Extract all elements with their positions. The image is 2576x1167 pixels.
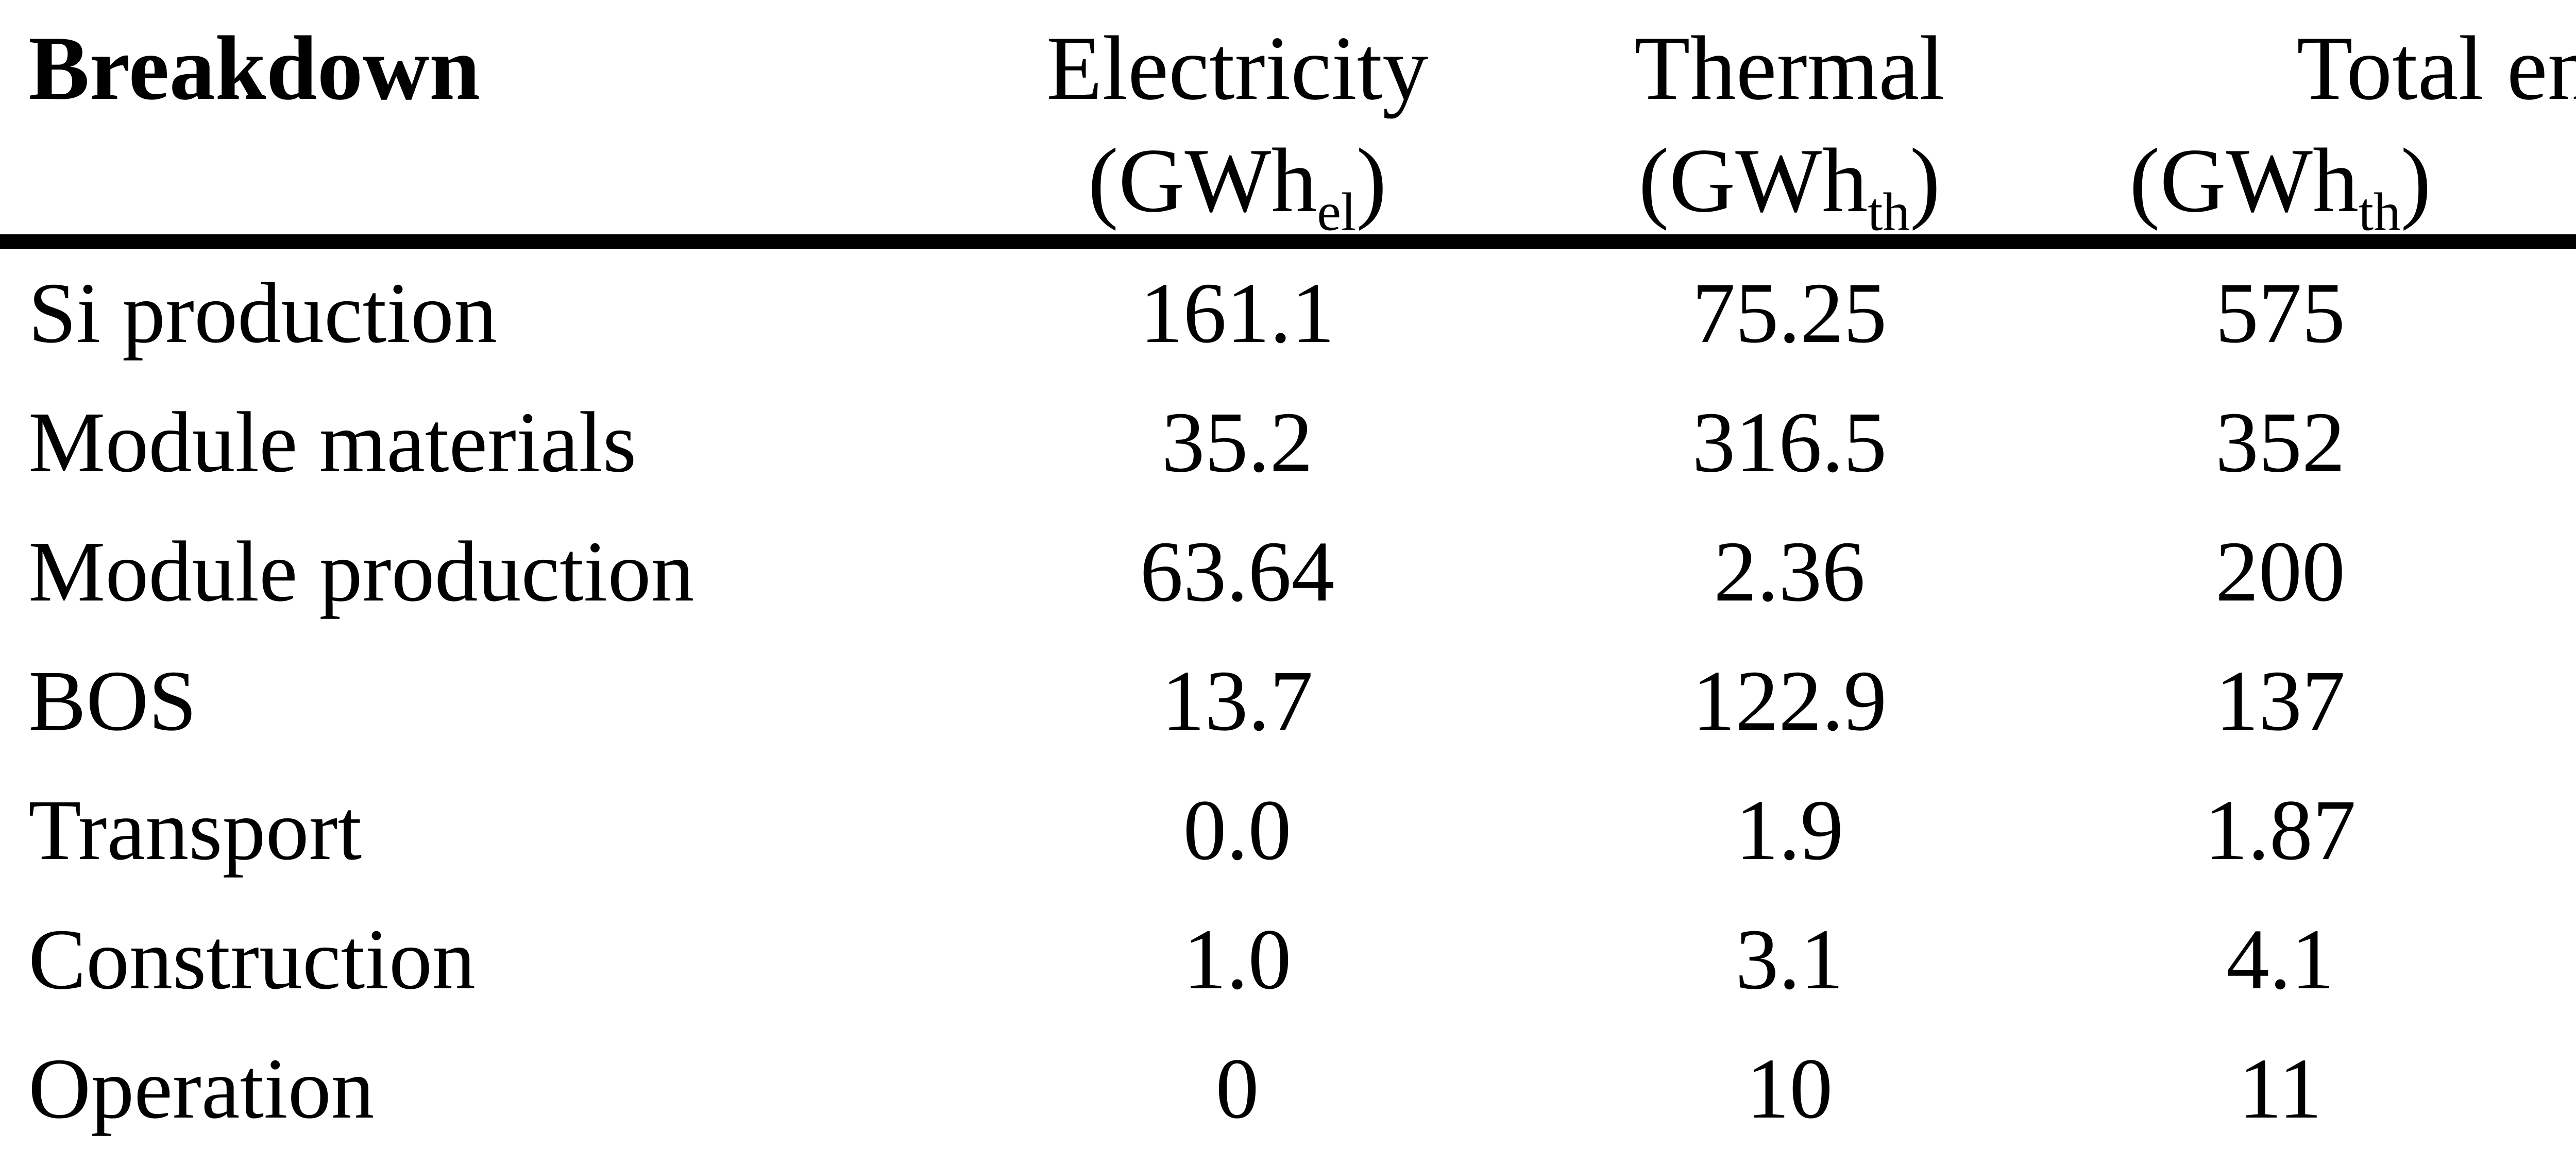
cell-total-energy-percent: 10.7% bbox=[2515, 637, 2576, 766]
cell-electricity: 35.2 bbox=[1161, 394, 1313, 490]
cell-breakdown: Module production bbox=[28, 524, 694, 620]
cell-total-energy: 4.1 bbox=[2226, 912, 2334, 1007]
column-header-thermal: Thermal bbox=[1634, 17, 1945, 119]
unit-text: ) bbox=[1909, 129, 1941, 231]
unit-text: (GWh bbox=[1638, 129, 1868, 231]
table-row: Module materials 35.2 316.5 352 27.5% 13… bbox=[0, 378, 2576, 507]
unit-text: (GWh bbox=[2129, 129, 2359, 231]
cell-electricity: 63.64 bbox=[1140, 524, 1335, 620]
cell-total-energy: 1.87 bbox=[2204, 782, 2356, 878]
unit-total-energy: (GWhth) bbox=[2045, 126, 2516, 249]
cell-electricity: 1.0 bbox=[1183, 912, 1292, 1007]
table-body: Si production 161.1 75.25 575 44.9% 186.… bbox=[0, 242, 2576, 1154]
unit-subscript: th bbox=[2358, 181, 2401, 242]
cell-electricity: 13.7 bbox=[1161, 653, 1313, 749]
column-header-total-energy: Total energy bbox=[2296, 17, 2576, 119]
cell-total-energy-percent: 0.9% bbox=[2515, 1024, 2576, 1154]
table-row: Transport 0.0 1.9 1.87 0.1% 0.5 0.1% bbox=[0, 766, 2576, 895]
cell-total-energy-percent: 44.9% bbox=[2515, 242, 2576, 378]
cell-thermal: 316.5 bbox=[1692, 394, 1887, 490]
cell-total-energy: 352 bbox=[2215, 394, 2345, 490]
table-row: Construction 1.0 3.1 4.1 0.3% 2.0 0.5% bbox=[0, 895, 2576, 1024]
unit-text: (GWh bbox=[1088, 129, 1317, 231]
table-row: Si production 161.1 75.25 575 44.9% 186.… bbox=[0, 242, 2576, 378]
cell-total-energy: 11 bbox=[2239, 1041, 2322, 1137]
cell-breakdown: Transport bbox=[28, 782, 362, 878]
unit-subscript: th bbox=[1868, 181, 1910, 242]
cell-thermal: 1.9 bbox=[1735, 782, 1844, 878]
cell-total-energy-percent: 0.1% bbox=[2515, 766, 2576, 895]
cell-total-energy-percent: 15.6% bbox=[2515, 507, 2576, 637]
header-row-labels: Breakdown Electricity Thermal Total ener… bbox=[0, 0, 2576, 126]
table-row: BOS 13.7 122.9 137 10.7% 53.5 11.9% bbox=[0, 637, 2576, 766]
cell-electricity: 0.0 bbox=[1183, 782, 1292, 878]
table-header: Breakdown Electricity Thermal Total ener… bbox=[0, 0, 2576, 249]
cell-total-energy-percent: 0.3% bbox=[2515, 895, 2576, 1024]
cell-breakdown: BOS bbox=[28, 653, 197, 749]
cell-thermal: 3.1 bbox=[1735, 912, 1844, 1007]
table-row: Operation 0 10 11 0.9% 3.6 0.8% bbox=[0, 1024, 2576, 1154]
cell-thermal: 75.25 bbox=[1692, 265, 1887, 361]
column-header-breakdown: Breakdown bbox=[28, 17, 481, 119]
unit-blank bbox=[0, 126, 941, 249]
header-row-units: (GWhel) (GWhth) (GWhth) (%) (kt CO2-e) (… bbox=[0, 126, 2576, 249]
cell-breakdown: Si production bbox=[28, 265, 497, 361]
unit-total-energy-percent: (%) bbox=[2515, 126, 2576, 249]
cell-thermal: 10 bbox=[1746, 1041, 1833, 1137]
cell-total-energy: 575 bbox=[2215, 265, 2345, 361]
column-header-electricity: Electricity bbox=[1046, 17, 1429, 119]
unit-text: ) bbox=[1356, 129, 1387, 231]
unit-subscript: el bbox=[1317, 181, 1357, 242]
cell-breakdown: Operation bbox=[28, 1041, 375, 1137]
cell-electricity: 0 bbox=[1215, 1041, 1259, 1137]
cell-breakdown: Module materials bbox=[28, 394, 637, 490]
cell-total-energy: 137 bbox=[2215, 653, 2345, 749]
cell-breakdown: Construction bbox=[28, 912, 476, 1007]
table-row: Module production 63.64 2.36 200 15.6% 6… bbox=[0, 507, 2576, 637]
cell-total-energy-percent: 27.5% bbox=[2515, 378, 2576, 507]
cell-thermal: 2.36 bbox=[1714, 524, 1866, 620]
cell-thermal: 122.9 bbox=[1692, 653, 1887, 749]
unit-text: ) bbox=[2400, 129, 2431, 231]
unit-electricity: (GWhel) bbox=[940, 126, 1534, 249]
cell-total-energy: 200 bbox=[2215, 524, 2345, 620]
unit-thermal: (GWhth) bbox=[1534, 126, 2045, 249]
cell-electricity: 161.1 bbox=[1140, 265, 1335, 361]
